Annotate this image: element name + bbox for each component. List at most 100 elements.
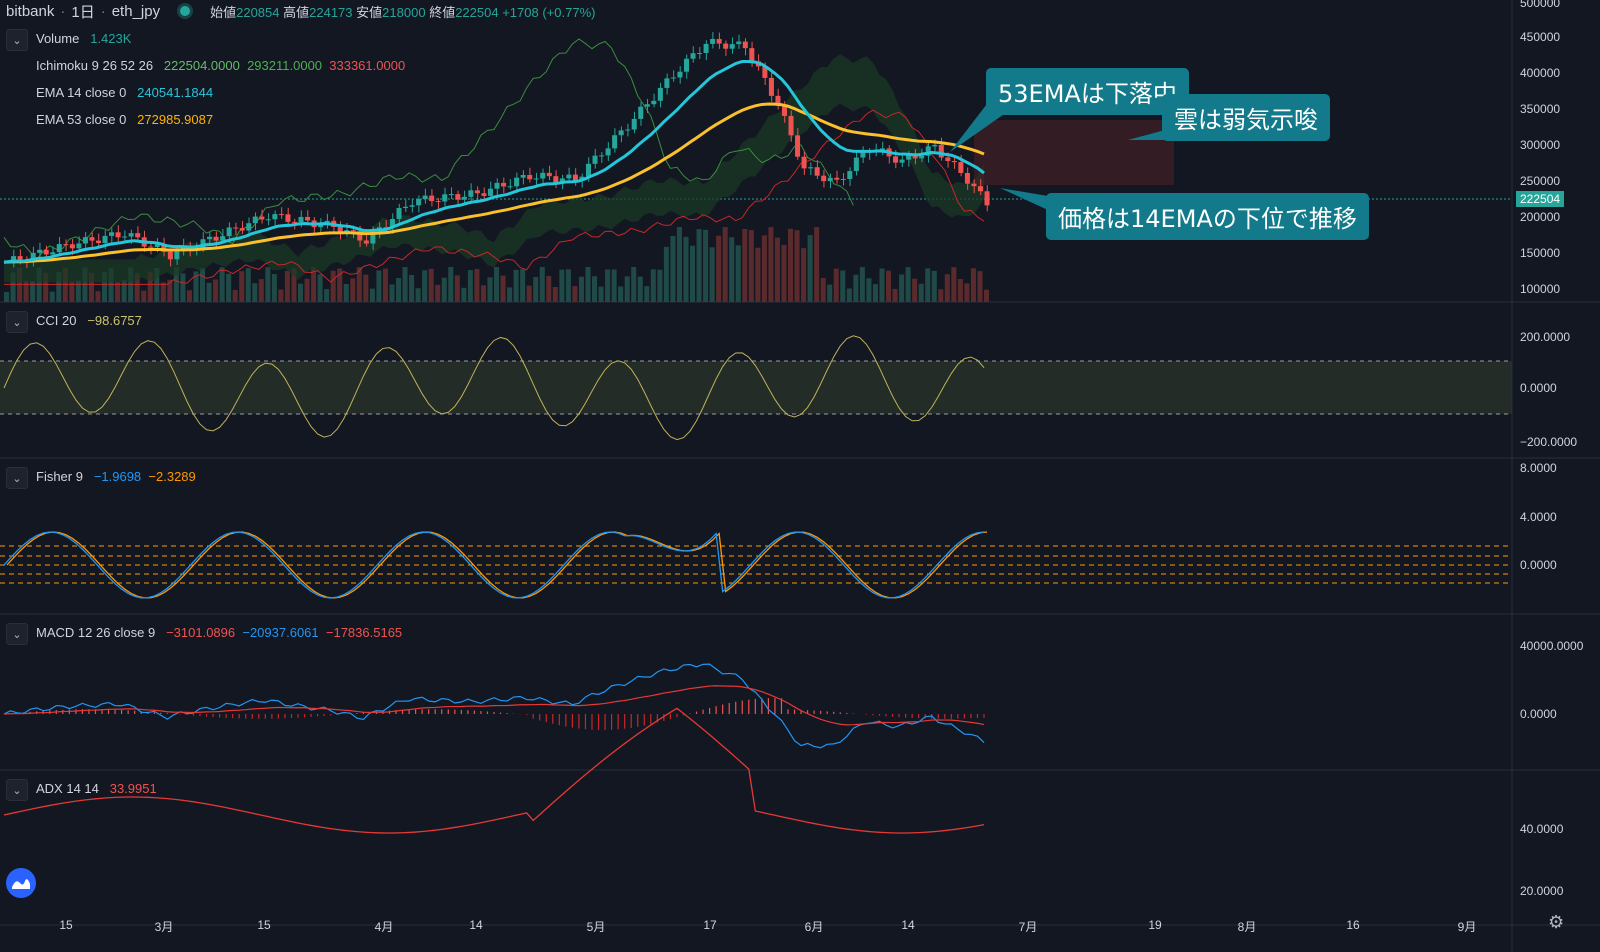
price-axis-tick: 300000 [1520,138,1561,152]
volume-bar [938,289,944,302]
price-axis-tick: 400000 [1520,66,1561,80]
volume-collapse-button[interactable]: ⌄ [6,29,28,51]
candle-body [148,246,154,248]
candle-body [808,167,814,169]
adx-value: 33.9951 [109,781,157,796]
volume-bar [925,268,931,302]
interval-label[interactable]: 1日 [71,3,95,21]
candle-body [585,163,591,177]
gear-icon[interactable]: ⚙ [1548,912,1565,932]
candle-body [559,178,565,183]
volume-bar [912,278,918,302]
candle-body [657,87,663,101]
ema14-legend[interactable]: EMA 14 close 0 240541.1844 [36,85,213,100]
candle-body [853,157,859,172]
ichimoku-legend[interactable]: Ichimoku 9 26 52 26 222504.0000 293211.0… [36,58,405,73]
candle-body [17,256,23,260]
adx-legend[interactable]: ADX 14 14 33.9951 [36,781,157,796]
candle-body [566,174,572,179]
fisher-collapse-button[interactable]: ⌄ [6,467,28,489]
candle-body [664,78,670,88]
adx-axis-tick: 20.0000 [1520,884,1564,898]
volume-bar [467,270,473,302]
candle-body [278,214,284,216]
macd-collapse-button[interactable]: ⌄ [6,623,28,645]
volume-bar [644,286,650,302]
cci-legend[interactable]: CCI 20 −98.6757 [36,313,142,328]
candle-body [612,135,618,149]
candle-body [363,240,369,244]
volume-bar [970,268,976,302]
candle-body [318,224,324,228]
ichimoku-lagging-line [3,38,854,261]
volume-bar [886,270,892,302]
volume-bar [520,269,526,302]
volume-value: 1.423K [90,31,132,46]
exchange-name[interactable]: bitbank [6,2,55,20]
volume-bar [598,286,604,302]
candle-body [403,206,409,209]
candle-body [416,199,422,206]
volume-bar [343,284,349,302]
volume-bar [722,227,728,302]
candle-body [468,190,474,197]
volume-bar [807,235,813,302]
price-axis-tick: 100000 [1520,282,1561,296]
volume-bar [788,228,794,302]
volume-bar [396,278,402,302]
candle-body [834,177,840,180]
volume-bar [951,267,957,302]
volume-bar [611,269,617,302]
ichimoku-value-1: 222504.0000 [163,58,240,73]
volume-bar [487,277,493,302]
volume-bar [709,247,715,302]
candle-body [50,252,56,255]
open-value: 220854 [236,4,280,20]
macd-axis-tick: 0.0000 [1520,707,1557,721]
volume-bar [618,286,624,302]
candle-body [429,195,435,202]
adx-collapse-button[interactable]: ⌄ [6,779,28,801]
candle-body [337,226,343,234]
ema53-legend[interactable]: EMA 53 close 0 272985.9087 [36,112,213,127]
candle-body [540,172,546,179]
candle-body [762,66,768,78]
candle-body [167,251,173,260]
high-value: 224173 [309,4,353,20]
candle-body [951,161,957,163]
candle-body [729,44,735,49]
macd-legend[interactable]: MACD 12 26 close 9 −3101.0896 −20937.606… [36,625,402,640]
cci-collapse-button[interactable]: ⌄ [6,311,28,333]
candle-body [971,183,977,187]
volume-bar [833,268,839,302]
macd-value-1: −3101.0896 [166,625,236,640]
candle-body [455,194,461,200]
market-status-icon [180,6,191,16]
ohlc-values: 始値220854 高値224173 安値218000 終値222504 +170… [210,2,595,21]
candle-body [736,41,742,45]
symbol-name[interactable]: eth_jpy [111,2,161,20]
volume-bar [278,289,284,302]
candle-body [507,186,513,188]
fisher-axis-tick: 4.0000 [1520,510,1557,524]
ema14-line [3,59,985,264]
candle-body [154,244,160,248]
volume-bar [324,289,330,302]
candle-body [919,155,925,159]
fisher-legend[interactable]: Fisher 9 −1.9698 −2.3289 [36,469,196,484]
volume-bar [271,274,277,302]
callout-price: 価格は14EMAの下位で推移 [1046,193,1369,240]
candle-body [102,235,108,243]
macd-axis-tick: 40000.0000 [1520,639,1584,653]
macd-signal-line [3,685,985,726]
volume-bar [735,245,741,302]
volume-bar [474,268,480,302]
volume-legend[interactable]: Volume 1.423K [36,31,131,46]
candle-body [932,144,938,147]
tradingview-logo-icon[interactable] [6,868,36,898]
candle-body [370,231,376,244]
candle-body [670,77,676,79]
fisher-axis-tick: 8.0000 [1520,461,1557,475]
volume-bar [232,289,238,302]
